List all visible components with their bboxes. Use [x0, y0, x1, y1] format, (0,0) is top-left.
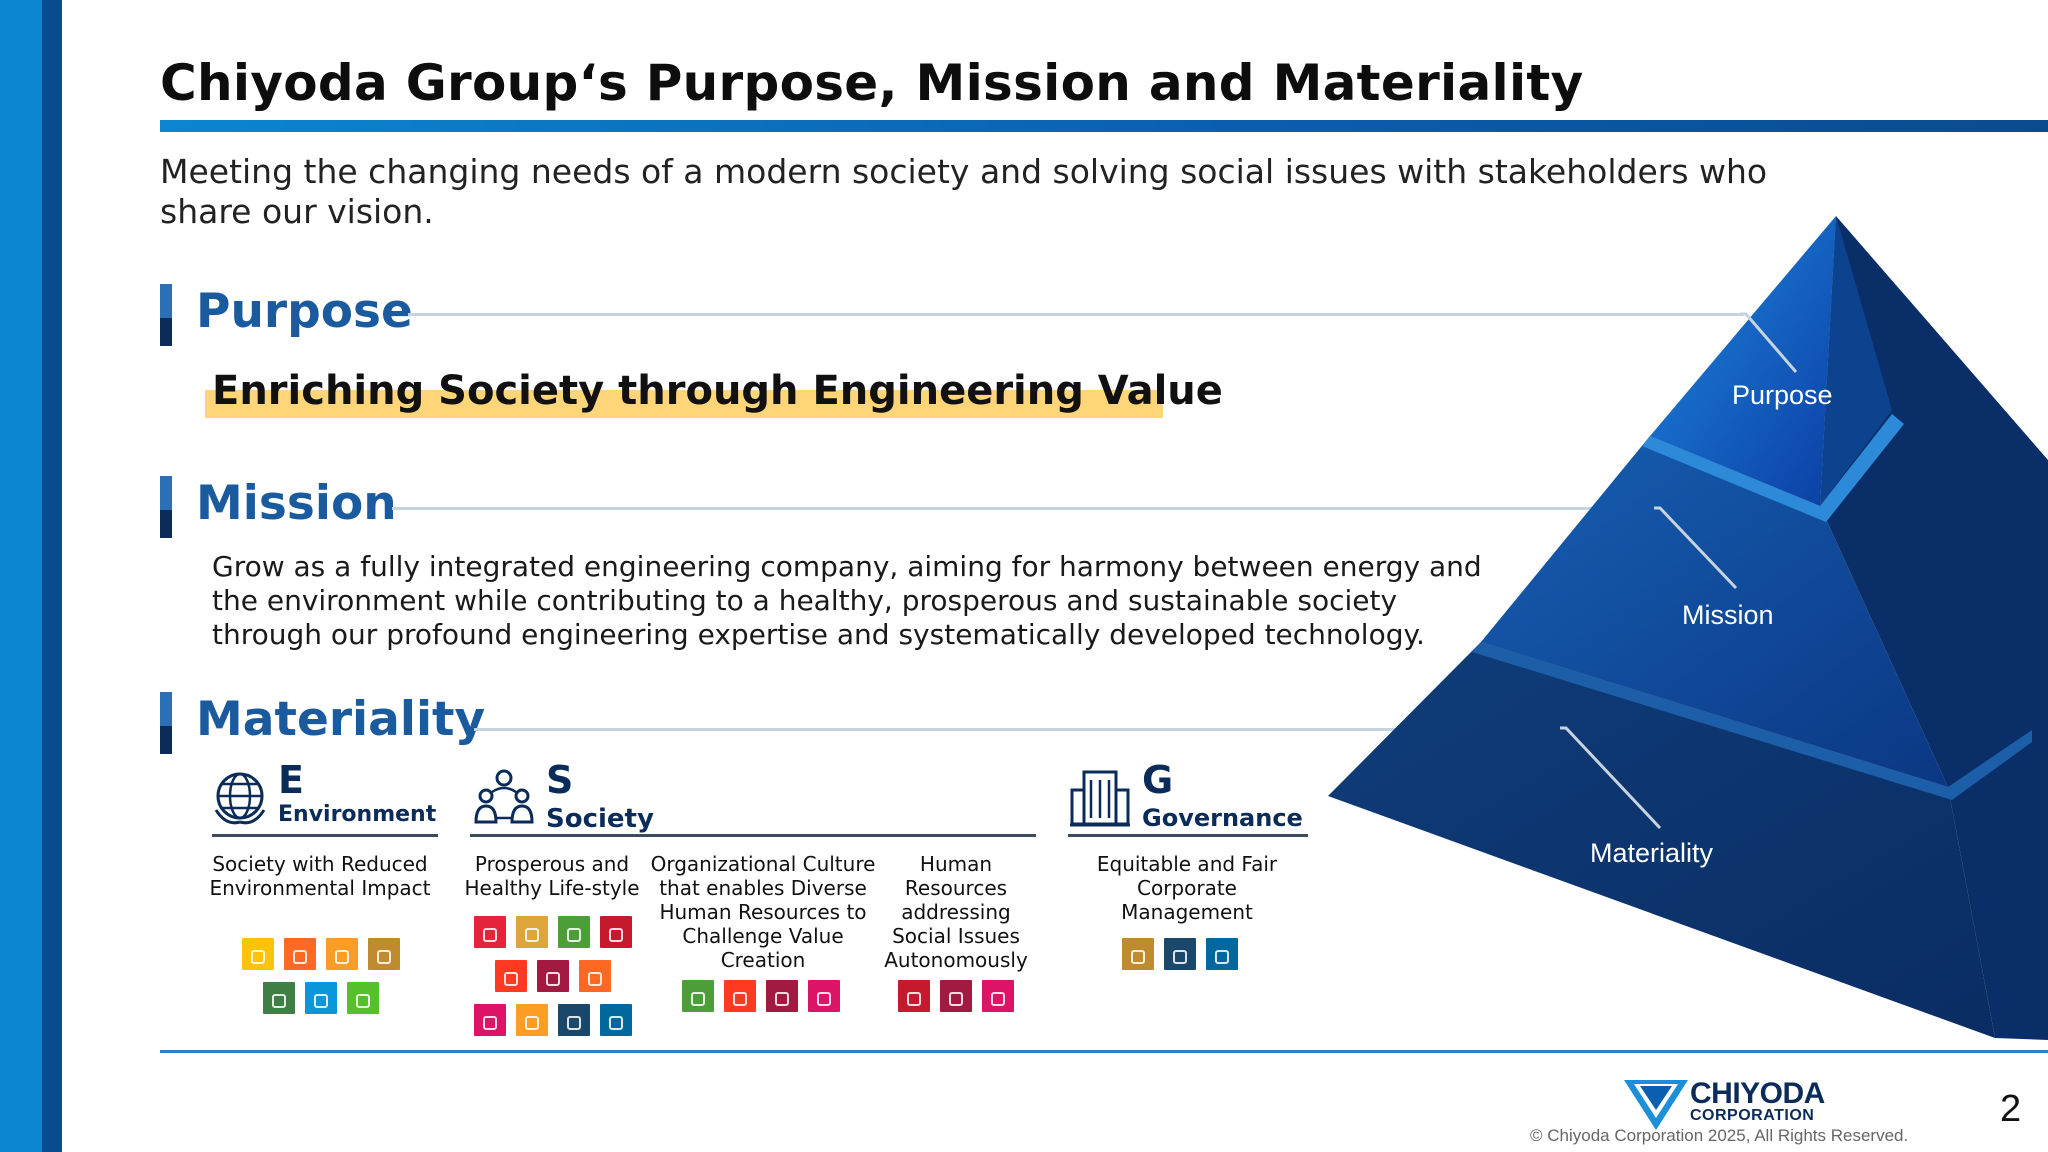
pyramid-label-purpose: Purpose	[1732, 380, 1833, 410]
mission-section-marker	[160, 476, 172, 538]
sdg-icon	[474, 916, 506, 948]
sdg-icon	[724, 980, 756, 1012]
sdg-icon	[284, 938, 316, 970]
copyright-notice: © Chiyoda Corporation 2025, All Rights R…	[1530, 1126, 1909, 1145]
sdg-icon	[766, 980, 798, 1012]
purpose-heading: Purpose	[196, 284, 413, 339]
pyramid-label-materiality: Materiality	[1590, 838, 1714, 868]
globe-icon	[212, 770, 268, 832]
sdg-icon	[558, 916, 590, 948]
sdg-icon	[940, 980, 972, 1012]
mission-callout-connector	[1654, 494, 1740, 598]
sdg-icon	[263, 982, 295, 1014]
sdg-icon	[516, 916, 548, 948]
sdg-icon	[1122, 938, 1154, 970]
sdg-icon	[347, 982, 379, 1014]
society-letter: S	[546, 758, 574, 802]
environment-sdg-icons	[242, 938, 412, 1018]
mission-heading: Mission	[196, 476, 397, 531]
sdg-icon	[808, 980, 840, 1012]
page-title: Chiyoda Group‘s Purpose, Mission and Mat…	[160, 54, 1584, 112]
sdg-icon	[474, 1004, 506, 1036]
pyramid-diagram	[1320, 210, 2048, 1054]
sdg-icon	[1164, 938, 1196, 970]
pyramid-band-2	[1472, 642, 2032, 800]
sdg-icon	[516, 1004, 548, 1036]
sdg-icon	[368, 938, 400, 970]
chiyoda-logo-icon	[1624, 1080, 1688, 1134]
mission-connector-line	[392, 507, 1654, 510]
sdg-icon	[898, 980, 930, 1012]
sdg-icon	[600, 916, 632, 948]
pyramid-top-left-face	[1650, 216, 1836, 506]
materiality-section-marker	[160, 692, 172, 754]
governance-sdg-icons	[1122, 938, 1252, 978]
left-accent-bar-dark	[42, 0, 62, 1152]
pyramid-band-1	[1642, 414, 1904, 522]
governance-label: Governance	[1142, 804, 1303, 832]
governance-letter: G	[1142, 758, 1174, 802]
sdg-icon	[305, 982, 337, 1014]
sdg-icon	[682, 980, 714, 1012]
logo-subtext: CORPORATION	[1690, 1107, 1815, 1124]
purpose-statement: Enriching Society through Engineering Va…	[212, 368, 1223, 414]
society-item-1-text: Prosperous and Healthy Life-style	[464, 852, 640, 900]
materiality-heading: Materiality	[196, 692, 486, 747]
sdg-icon	[558, 1004, 590, 1036]
title-underline	[160, 120, 2048, 132]
logo-wordmark: CHIYODA	[1690, 1077, 1825, 1110]
mission-text: Grow as a fully integrated engineering c…	[212, 550, 1482, 651]
society-underline	[470, 834, 1036, 837]
materiality-connector-line	[474, 728, 1560, 731]
page-subtitle: Meeting the changing needs of a modern s…	[160, 152, 1768, 231]
sdg-icon	[600, 1004, 632, 1036]
sdg-icon	[982, 980, 1014, 1012]
sdg-icon	[579, 960, 611, 992]
pyramid-bottom-left-face	[1328, 642, 1995, 1038]
environment-item-text: Society with Reduced Environmental Impac…	[209, 852, 431, 900]
environment-label: Environment	[278, 802, 437, 827]
sdg-icon	[537, 960, 569, 992]
society-item-2-sdg-icons	[682, 980, 852, 1020]
pyramid-label-mission: Mission	[1682, 600, 1774, 630]
society-label: Society	[546, 804, 654, 834]
purpose-callout-connector	[1740, 300, 1800, 384]
people-group-icon	[474, 766, 534, 832]
materiality-callout-connector	[1560, 714, 1664, 838]
left-accent-bar	[0, 0, 42, 1152]
pyramid-middle-left-face	[1481, 436, 1948, 787]
sdg-icon	[1206, 938, 1238, 970]
building-icon	[1070, 768, 1130, 832]
purpose-section-marker	[160, 284, 172, 346]
sdg-icon	[242, 938, 274, 970]
sdg-icon	[326, 938, 358, 970]
society-item-1-sdg-icons	[474, 916, 644, 1036]
environment-underline	[212, 834, 438, 837]
governance-item-text: Equitable and Fair Corporate Management	[1096, 852, 1278, 924]
society-item-2-text: Organizational Culture that enables Dive…	[650, 852, 876, 972]
society-item-3-sdg-icons	[898, 980, 1028, 1020]
purpose-highlight	[205, 390, 1163, 418]
purpose-connector-line	[408, 313, 1743, 316]
sdg-icon	[495, 960, 527, 992]
environment-letter: E	[278, 758, 304, 802]
page-number: 2	[2000, 1088, 2022, 1130]
footer-divider	[160, 1050, 2048, 1053]
society-item-3-text: Human Resources addressing Social Issues…	[884, 852, 1028, 972]
pyramid-top-right-face	[1820, 216, 1892, 506]
governance-underline	[1068, 834, 1308, 837]
